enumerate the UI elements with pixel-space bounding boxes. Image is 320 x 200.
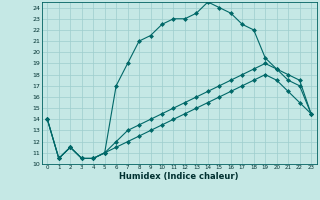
X-axis label: Humidex (Indice chaleur): Humidex (Indice chaleur) [119,172,239,181]
